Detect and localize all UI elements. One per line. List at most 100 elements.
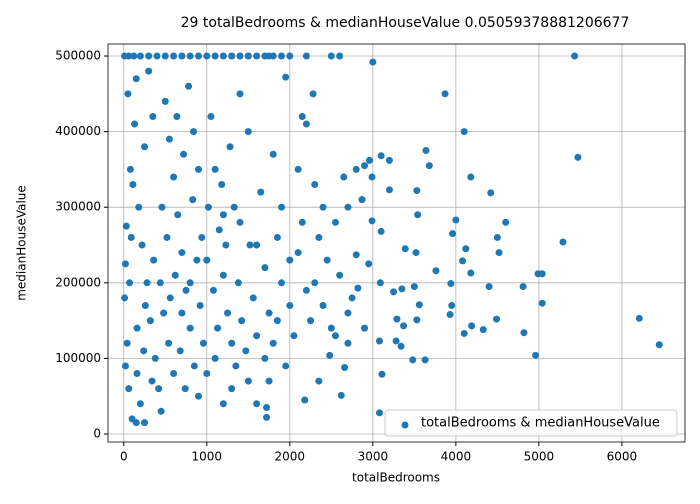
point	[352, 251, 360, 259]
point	[538, 270, 546, 278]
chart-title: 29 totalBedrooms & medianHouseValue 0.05…	[181, 15, 630, 31]
plot-frame	[107, 43, 686, 443]
point	[226, 143, 234, 151]
point	[375, 409, 383, 417]
point	[468, 322, 476, 330]
point	[319, 203, 327, 211]
point	[315, 233, 323, 241]
point	[344, 339, 352, 347]
point	[121, 294, 129, 302]
y-tick-label: 200000	[55, 275, 101, 289]
point	[228, 385, 236, 393]
point	[378, 370, 386, 378]
point	[352, 165, 360, 173]
point	[204, 203, 212, 211]
point	[194, 165, 202, 173]
point	[448, 301, 456, 309]
point	[294, 249, 302, 257]
point	[236, 90, 244, 98]
point	[228, 52, 236, 60]
point	[193, 256, 201, 264]
point	[130, 52, 138, 60]
point	[141, 143, 149, 151]
point	[413, 187, 421, 195]
point	[265, 377, 273, 385]
point	[209, 286, 217, 294]
point	[574, 153, 582, 161]
point	[375, 337, 383, 345]
point	[215, 226, 223, 234]
y-tick-label: 0	[93, 426, 101, 440]
point	[211, 165, 219, 173]
point	[319, 301, 327, 309]
point	[286, 52, 294, 60]
point	[149, 112, 157, 120]
point	[140, 347, 148, 355]
point	[244, 52, 252, 60]
point	[230, 203, 238, 211]
point	[336, 52, 344, 60]
point	[336, 271, 344, 279]
point	[135, 203, 143, 211]
point	[397, 342, 405, 350]
point	[148, 377, 156, 385]
point	[655, 341, 663, 349]
point	[273, 233, 281, 241]
point	[358, 196, 366, 204]
point	[244, 128, 252, 136]
point	[301, 396, 309, 404]
point	[136, 400, 144, 408]
legend-box	[384, 409, 678, 437]
point	[174, 211, 182, 219]
point	[165, 135, 173, 143]
point	[365, 260, 373, 268]
point	[138, 241, 146, 249]
point	[203, 256, 211, 264]
point	[186, 279, 194, 287]
point	[196, 301, 204, 309]
point	[203, 52, 211, 60]
point	[413, 316, 421, 324]
point	[502, 218, 510, 226]
point	[127, 233, 135, 241]
point	[459, 257, 467, 265]
point	[203, 370, 211, 378]
point	[126, 279, 134, 287]
point	[485, 283, 493, 291]
point	[178, 249, 186, 257]
point	[449, 230, 457, 238]
point	[156, 279, 164, 287]
x-tick-label: 6000	[607, 450, 638, 464]
point	[446, 311, 454, 319]
point	[131, 120, 139, 128]
point	[238, 317, 246, 325]
point	[495, 249, 503, 257]
point	[462, 245, 470, 253]
point	[166, 294, 174, 302]
point	[219, 400, 227, 408]
point	[133, 324, 141, 332]
point	[302, 120, 310, 128]
legend-marker	[401, 421, 409, 429]
point	[385, 186, 393, 194]
x-tick-label: 5000	[524, 450, 555, 464]
point	[326, 351, 334, 359]
point	[467, 269, 475, 277]
point	[129, 181, 137, 189]
point	[278, 279, 286, 287]
point	[294, 165, 302, 173]
point	[559, 238, 567, 246]
point	[199, 339, 207, 347]
point	[194, 392, 202, 400]
point	[344, 309, 352, 317]
point	[302, 52, 310, 60]
point	[121, 362, 129, 370]
point	[211, 354, 219, 362]
point	[189, 196, 197, 204]
point	[286, 256, 294, 264]
point	[331, 218, 339, 226]
point	[219, 271, 227, 279]
point	[354, 284, 362, 292]
point	[126, 165, 134, 173]
